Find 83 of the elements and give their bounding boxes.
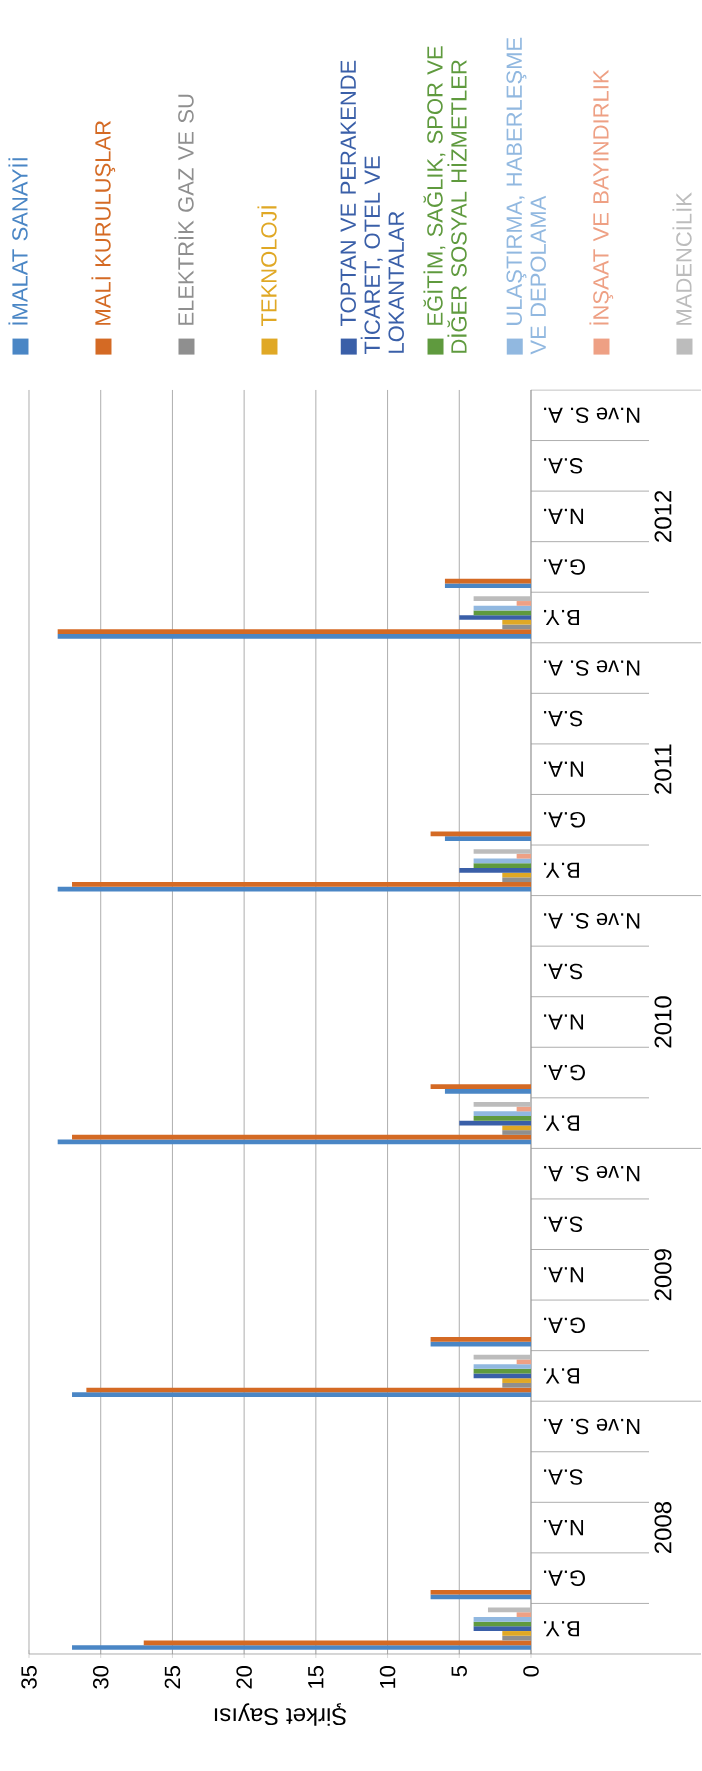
y-tick-label: N.ve S. A. xyxy=(544,660,640,676)
y-tick-label: N.A. xyxy=(544,1520,584,1536)
x-tick-label: 5 xyxy=(451,1666,467,1677)
text: TEKNOLOJİ xyxy=(257,206,277,327)
x-tick-label: 0 xyxy=(523,1665,539,1677)
bar xyxy=(516,853,531,859)
bar xyxy=(516,1612,531,1617)
bar xyxy=(57,629,531,634)
bar xyxy=(444,1089,531,1094)
bar xyxy=(459,615,531,620)
y-tick-label: B.Y. xyxy=(544,1115,579,1131)
text: EĞİTİM, SAĞLIK, SPOR VE DİĞER SOSYAL HİZMETLER xyxy=(423,46,467,353)
y-tick-label: N.A. xyxy=(544,1014,584,1030)
y-tick-label: B.Y. xyxy=(544,609,579,626)
bar xyxy=(430,1337,531,1342)
bar xyxy=(473,596,531,602)
bar xyxy=(473,1116,531,1121)
x-tick-label: 30 xyxy=(92,1665,109,1689)
y-tick-label: S.A. xyxy=(544,1216,583,1232)
text: TOPTAN VE PERAKENDE TİCARET, OTEL VE LOKANTALAR xyxy=(340,60,404,355)
y-tick-label: N.A. xyxy=(544,1267,584,1283)
y-tick-label: N.A. xyxy=(544,508,584,524)
text: 2008 xyxy=(654,1501,672,1554)
text: MALİ KURULUŞLAR xyxy=(91,121,116,325)
y-tick-label: N.ve S. A. xyxy=(544,1418,640,1435)
y-tick-label: G.A. xyxy=(544,559,585,575)
bar xyxy=(72,1645,531,1650)
bar xyxy=(430,1589,531,1595)
bar xyxy=(502,1631,531,1636)
x-tick-label: 10 xyxy=(379,1665,396,1688)
bar xyxy=(473,1364,531,1369)
y-tick-label: G.A. xyxy=(544,811,585,828)
bar xyxy=(57,633,531,639)
bar xyxy=(72,1134,531,1140)
text: 2009 xyxy=(654,1249,672,1301)
y-tick-label: S.A. xyxy=(544,1469,583,1485)
y-tick-label: B.Y. xyxy=(544,1368,579,1384)
text: ULAŞTIRMA, HABERLEŞME VE DEPOLAMA xyxy=(506,37,546,355)
text: 2010 xyxy=(654,996,672,1048)
y-tick-label: S.A. xyxy=(544,710,583,727)
bar xyxy=(502,1125,531,1131)
y-tick-label: G.A. xyxy=(544,1064,585,1081)
text: İNŞAAT VE BAYINDIRLIK xyxy=(589,69,614,325)
x-tick-label: 25 xyxy=(164,1666,181,1689)
bar xyxy=(72,882,531,887)
bar xyxy=(473,1368,531,1374)
bar xyxy=(444,836,531,841)
bar xyxy=(473,1616,531,1622)
bar xyxy=(473,849,531,854)
text: İMALAT SANAYİİ xyxy=(8,158,28,325)
y-tick-label: B.Y. xyxy=(544,862,579,878)
bar xyxy=(502,1378,531,1383)
y-tick-label: S.A. xyxy=(544,458,583,474)
bar xyxy=(502,619,531,625)
x-axis-title: Şirket Sayısı xyxy=(214,1703,347,1726)
bar xyxy=(459,867,531,873)
x-tick-label: 35 xyxy=(21,1666,37,1689)
bar xyxy=(473,610,531,616)
bar xyxy=(473,1111,531,1117)
bar xyxy=(430,1084,531,1089)
y-tick-label: G.A. xyxy=(544,1317,585,1334)
bar xyxy=(473,863,531,868)
y-tick-label: N.ve S. A. xyxy=(544,913,640,929)
text: ELEKTRİK GAZ VE SU xyxy=(174,94,194,325)
bar xyxy=(473,1101,531,1107)
y-tick-label: B.Y. xyxy=(544,1621,579,1637)
x-tick-label: 15 xyxy=(308,1666,324,1688)
y-tick-label: N.A. xyxy=(544,761,584,777)
y-tick-label: G.A. xyxy=(544,1570,585,1586)
bar xyxy=(516,601,531,606)
bar xyxy=(473,1626,531,1632)
text: 2012 xyxy=(654,490,672,542)
y-tick-label: S.A. xyxy=(544,963,583,980)
bar xyxy=(444,583,531,589)
x-tick-label: 20 xyxy=(236,1665,252,1689)
bar xyxy=(143,1640,531,1646)
text: MADENCİLİK xyxy=(672,192,692,325)
bar xyxy=(516,1359,531,1365)
bar xyxy=(72,1392,531,1398)
text: 2011 xyxy=(654,744,672,794)
y-tick-label: N.ve S. A. xyxy=(544,407,640,424)
y-tick-label: N.ve S. A. xyxy=(544,1165,640,1182)
bar xyxy=(430,831,531,837)
